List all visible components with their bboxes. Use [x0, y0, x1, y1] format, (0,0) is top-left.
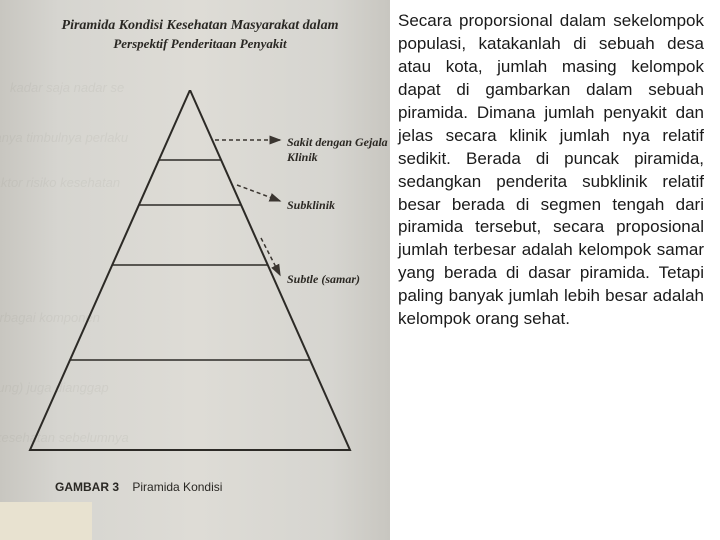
caption-text: Piramida Kondisi [132, 480, 222, 494]
arrow-line [237, 185, 280, 201]
title-line-1: Piramida Kondisi Kesehatan Masyarakat da… [50, 18, 350, 34]
pyramid-label-subclinical: Subklinik [287, 198, 335, 213]
caption-prefix: GAMBAR 3 [55, 480, 119, 494]
diagram-title: Piramida Kondisi Kesehatan Masyarakat da… [50, 18, 350, 52]
pyramid-label-clinical: Sakit dengan Gejala Klinik [287, 135, 390, 165]
diagram-panel: kadar saja nadar se adanya timbulnya per… [0, 0, 390, 540]
figure-caption: GAMBAR 3 Piramida Kondisi [55, 480, 222, 494]
body-paragraph: Secara proporsional dalam sekelompok pop… [398, 10, 704, 331]
title-line-2: Perspektif Penderitaan Penyakit [50, 36, 350, 52]
text-panel: Secara proporsional dalam sekelompok pop… [390, 0, 720, 540]
pyramid-label-subtle: Subtle (samar) [287, 272, 360, 287]
corner-block [0, 502, 92, 540]
